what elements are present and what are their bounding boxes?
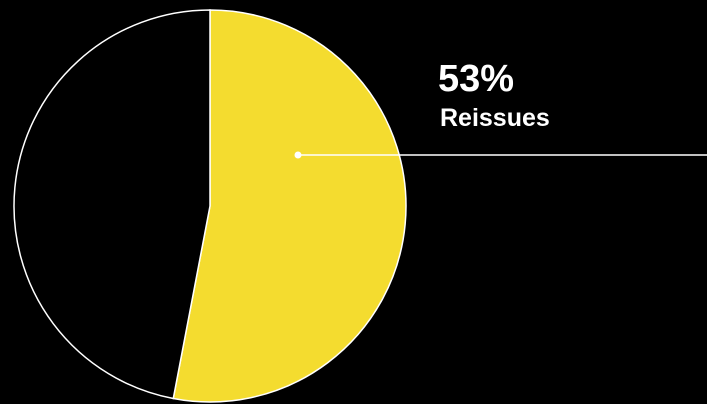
slice-value-label: 53%: [438, 58, 514, 100]
pie: [13, 9, 407, 403]
pie-slice: [172, 9, 407, 403]
leader-dot: [294, 151, 302, 159]
pie-slice: [13, 9, 211, 400]
slice-label: Reissues: [440, 104, 550, 132]
